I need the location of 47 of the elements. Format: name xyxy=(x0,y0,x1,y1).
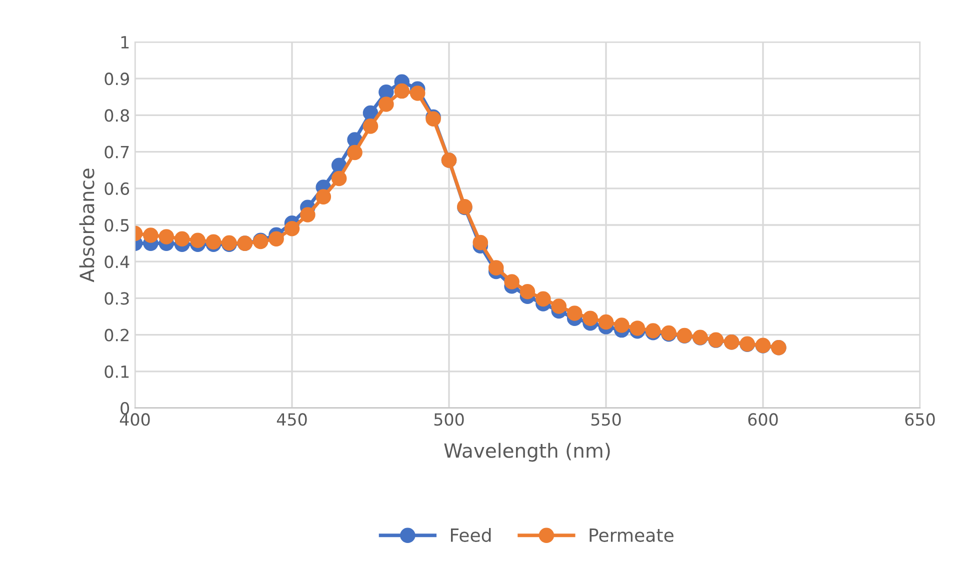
point xyxy=(268,231,284,247)
y-tick-label: 0.6 xyxy=(104,182,130,195)
point xyxy=(378,96,394,112)
point xyxy=(174,231,190,247)
x-tick-label: 600 xyxy=(748,413,778,426)
point xyxy=(536,291,551,307)
point xyxy=(472,234,488,250)
point xyxy=(362,118,378,134)
x-tick-label: 550 xyxy=(591,413,621,426)
point xyxy=(331,170,347,186)
y-tick-label: 0.9 xyxy=(104,72,129,86)
y-tick-label: 0.2 xyxy=(104,328,128,342)
point xyxy=(410,86,426,101)
point xyxy=(284,221,300,236)
x-tick-label: 450 xyxy=(276,413,307,426)
point xyxy=(158,229,174,244)
point xyxy=(551,298,567,314)
point xyxy=(347,144,362,160)
x-tick-label: 500 xyxy=(434,413,464,426)
point xyxy=(143,228,158,243)
point xyxy=(206,234,222,250)
point xyxy=(394,83,410,99)
y-tick-label: 0.5 xyxy=(104,218,129,232)
y-axis-title: Absorbance xyxy=(79,168,94,282)
point xyxy=(316,189,332,204)
point xyxy=(630,320,646,336)
point xyxy=(488,260,504,276)
y-tick-label: 0.4 xyxy=(104,256,130,268)
y-tick-label: 0.7 xyxy=(104,146,129,158)
x-tick-label: 650 xyxy=(905,413,935,426)
x-tick-label: 400 xyxy=(120,413,150,426)
point xyxy=(598,314,614,330)
point xyxy=(566,306,582,321)
y-tick-label: 0 xyxy=(120,402,130,415)
point xyxy=(190,232,206,248)
y-tick-label: 0.1 xyxy=(104,365,129,378)
point xyxy=(504,274,520,290)
legend-label: Permeate xyxy=(590,528,674,542)
point xyxy=(614,318,630,333)
y-tick-label: 0.3 xyxy=(104,292,129,305)
y-tick-label: 1 xyxy=(121,36,129,48)
point xyxy=(300,207,316,222)
point xyxy=(582,310,598,326)
x-axis-title: Wavelength (nm) xyxy=(444,442,610,462)
legend-label: Feed xyxy=(450,528,491,542)
point xyxy=(520,284,536,300)
y-tick-label: 0.8 xyxy=(104,109,129,122)
